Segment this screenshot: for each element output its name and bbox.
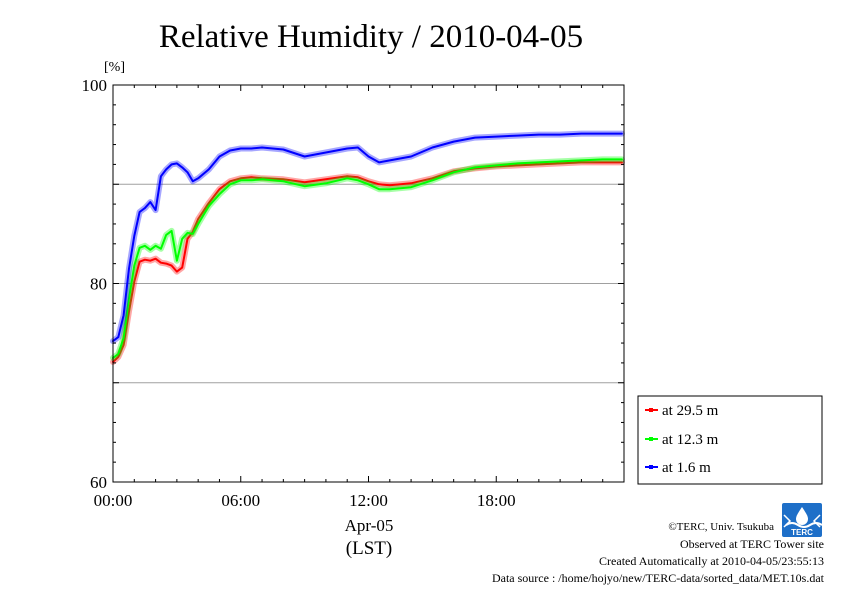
legend-label: at 1.6 m bbox=[662, 460, 711, 476]
legend-label: at 12.3 m bbox=[662, 432, 719, 448]
series-line-1 bbox=[112, 161, 623, 363]
y-tick-label: 100 bbox=[82, 76, 108, 95]
x-axis-timezone-label: (LST) bbox=[346, 538, 392, 559]
data-series bbox=[110, 130, 625, 365]
series-line-halo bbox=[110, 156, 625, 361]
terc-logo-icon: TERC bbox=[782, 503, 823, 537]
chart-title: Relative Humidity / 2010-04-05 bbox=[159, 19, 583, 55]
x-tick-label: 12:00 bbox=[349, 491, 388, 510]
svg-text:TERC: TERC bbox=[791, 528, 813, 537]
x-axis-date-label: Apr-05 bbox=[345, 516, 394, 535]
created-timestamp-text: Created Automatically at 2010-04-05/23:5… bbox=[599, 554, 824, 568]
series-line-2 bbox=[112, 158, 623, 359]
series-line-halo bbox=[110, 159, 625, 365]
y-axis-unit: [%] bbox=[104, 60, 125, 75]
legend: at 29.5 m at 12.3 m at 1.6 m bbox=[637, 395, 823, 485]
legend-marker bbox=[649, 437, 653, 441]
x-tick-label: 06:00 bbox=[221, 491, 260, 510]
observation-site-text: Observed at TERC Tower site bbox=[680, 537, 824, 551]
grid-lines bbox=[113, 183, 624, 384]
axis-ticks: 60 80 100 00:00 06:00 12:00 18:00 bbox=[82, 76, 625, 510]
copyright-text: ©TERC, Univ. Tsukuba bbox=[668, 521, 774, 533]
series-line-3 bbox=[112, 132, 623, 343]
legend-marker bbox=[649, 465, 653, 469]
credits: ©TERC, Univ. Tsukuba Observed at TERC To… bbox=[492, 521, 825, 585]
legend-label: at 29.5 m bbox=[662, 403, 719, 419]
y-tick-label: 60 bbox=[90, 473, 107, 492]
data-source-text: Data source : /home/hojyo/new/TERC-data/… bbox=[492, 571, 825, 585]
x-tick-label: 18:00 bbox=[477, 491, 516, 510]
y-tick-label: 80 bbox=[90, 275, 107, 294]
legend-marker bbox=[649, 408, 653, 412]
x-tick-label: 00:00 bbox=[94, 491, 133, 510]
legend-box bbox=[637, 395, 823, 485]
